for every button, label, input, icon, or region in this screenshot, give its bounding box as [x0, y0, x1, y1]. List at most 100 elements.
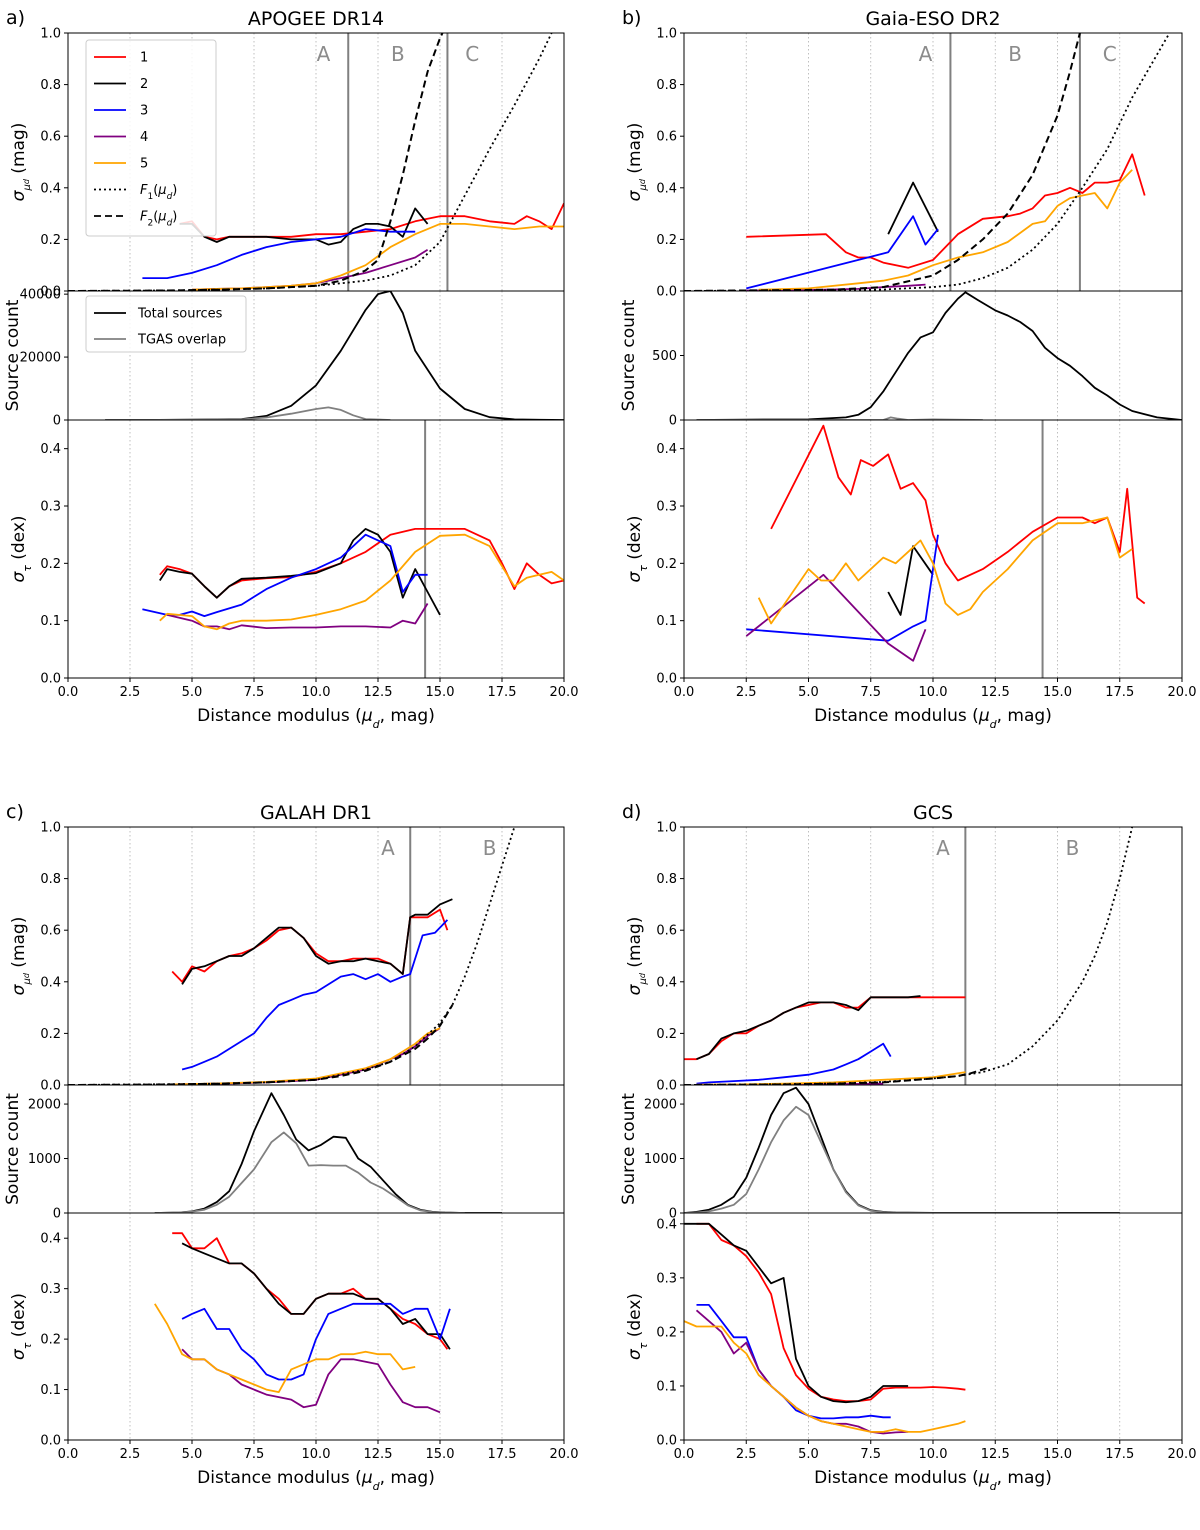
- series-line-F2: [684, 33, 1081, 291]
- series-line-3: [142, 533, 428, 617]
- subplot-mid: 0 1000 2000 Source count: [3, 1084, 565, 1222]
- y-tick-label: 0: [669, 1207, 677, 1222]
- label-fragment: Distance modulus (: [814, 1468, 979, 1488]
- y-tick-label: 500: [652, 349, 677, 364]
- y-tick-label: 0: [53, 1207, 61, 1222]
- label-fragment: τ: [21, 565, 34, 572]
- y-axis-label: Source count: [3, 1093, 23, 1205]
- series-line-F2: [68, 1004, 454, 1085]
- subplot-bot: 0.0 0.1 0.2 0.3 0.4 στ (dex) 0.0 2.5 5.0 7.5 10.0 1…: [625, 1212, 1197, 1462]
- label-fragment: μ: [22, 978, 33, 985]
- label-fragment: Distance modulus (: [197, 1468, 362, 1488]
- y-axis-label-wrap: σμd (mag): [9, 123, 33, 202]
- series-line-1: [696, 1222, 966, 1402]
- x-axis-label: Distance modulus (μd, mag): [814, 706, 1052, 731]
- y-tick-label: 0.0: [656, 672, 677, 687]
- y-tick-label: 0.0: [656, 1079, 677, 1094]
- x-tick-label: 5.0: [798, 685, 819, 700]
- series-line-F1: [68, 827, 516, 1085]
- label-fragment: μ: [638, 978, 649, 985]
- y-tick-label: 0.6: [656, 130, 677, 145]
- label-fragment: d: [990, 718, 998, 731]
- series-line-total: [154, 1092, 502, 1213]
- label-fragment: σ: [9, 1348, 29, 1360]
- x-tick-label: 12.5: [364, 1447, 393, 1462]
- label-fragment: μ: [361, 706, 373, 726]
- series-group: [684, 827, 1134, 1085]
- label-fragment: 1: [147, 192, 153, 202]
- y-tick-label: 2000: [28, 1098, 61, 1113]
- label-fragment: (dex): [625, 515, 645, 565]
- subplot-top: A B C 0.0 0.2 0.4 0.6 0.8 1.0 σμd (mag): [625, 27, 1183, 300]
- label-fragment: F: [140, 210, 148, 225]
- y-tick-label: 0.4: [40, 975, 61, 990]
- series-line-tgas: [154, 1131, 465, 1213]
- label-fragment: d: [22, 972, 31, 978]
- series-line-5: [757, 516, 1133, 625]
- y-tick-label: 40000: [20, 288, 61, 303]
- subplot-bot: 0.0 0.1 0.2 0.3 0.4 στ (dex) 0.0 2.5 5.0 7.5 10.0 1…: [9, 1212, 578, 1462]
- x-tick-label: 5.0: [182, 685, 203, 700]
- subplot-top: A B 0.0 0.2 0.4 0.6 0.8 1.0 σμd (mag): [9, 821, 565, 1094]
- label-fragment: μ: [22, 184, 33, 191]
- y-axis-label: σμd (mag): [9, 123, 33, 202]
- x-tick-label: 5.0: [798, 1447, 819, 1462]
- x-tick-label: 15.0: [1043, 1447, 1072, 1462]
- y-tick-label: 0.8: [40, 78, 61, 93]
- region-label-a: A: [381, 836, 395, 860]
- x-tick-label: 2.5: [736, 1447, 757, 1462]
- x-tick-label: 10.0: [919, 685, 948, 700]
- y-tick-label: 2000: [644, 1098, 677, 1113]
- x-tick-label: 7.5: [860, 685, 881, 700]
- series-line-1: [172, 1232, 449, 1350]
- region-label-b: B: [391, 42, 405, 66]
- x-tick-label: 20.0: [1168, 1447, 1197, 1462]
- series-group: [142, 528, 564, 631]
- x-tick-label: 10.0: [302, 685, 331, 700]
- region-label-c: C: [1103, 42, 1117, 66]
- series-line-5: [191, 222, 564, 291]
- chart-title: APOGEE DR14: [248, 8, 384, 30]
- label-fragment: (dex): [625, 1293, 645, 1343]
- series-line-total: [696, 291, 1182, 420]
- series-line-3: [181, 1302, 451, 1381]
- y-tick-label: 1.0: [656, 821, 677, 836]
- label-fragment: μ: [361, 1468, 373, 1488]
- y-axis-label: στ (dex): [625, 1293, 650, 1360]
- label-fragment: σ: [625, 1348, 645, 1360]
- label-fragment: Distance modulus (: [197, 706, 362, 726]
- y-axis-label-wrap: στ (dex): [9, 1293, 34, 1360]
- y-tick-label: 0.3: [656, 500, 677, 515]
- y-tick-label: 0.2: [40, 1333, 61, 1348]
- label-fragment: (dex): [9, 1293, 29, 1343]
- label-fragment: σ: [9, 983, 29, 995]
- y-tick-label: 0.3: [656, 1271, 677, 1286]
- x-tick-label: 0.0: [674, 1447, 695, 1462]
- y-tick-label: 0.6: [656, 924, 677, 939]
- subplot-mid: 0 1000 2000 Source count: [619, 1084, 1183, 1222]
- label-fragment: d: [638, 178, 647, 184]
- x-tick-label: 12.5: [364, 685, 393, 700]
- series-group: [154, 1232, 451, 1414]
- series-group: [684, 33, 1171, 291]
- y-axis-label: στ (dex): [9, 515, 34, 582]
- series-line-F1: [684, 827, 1134, 1085]
- series-line-total: [684, 1086, 1120, 1213]
- x-tick-label: 12.5: [981, 1447, 1010, 1462]
- y-tick-label: 0.0: [656, 285, 677, 300]
- series-line-2: [684, 1222, 909, 1404]
- series-group: [684, 1086, 1120, 1213]
- series-line-1: [684, 996, 966, 1061]
- y-tick-label: 0.3: [40, 1282, 61, 1297]
- label-fragment: (dex): [9, 515, 29, 565]
- x-tick-label: 5.0: [182, 1447, 203, 1462]
- y-axis-label-wrap: σμd (mag): [625, 917, 649, 996]
- y-tick-label: 0.0: [656, 1434, 677, 1449]
- label-fragment: σ: [625, 189, 645, 201]
- y-tick-label: 1000: [28, 1152, 61, 1167]
- panel-label: a): [6, 7, 25, 29]
- y-tick-label: 0: [669, 414, 677, 429]
- y-axis-label-wrap: σμd (mag): [625, 123, 649, 202]
